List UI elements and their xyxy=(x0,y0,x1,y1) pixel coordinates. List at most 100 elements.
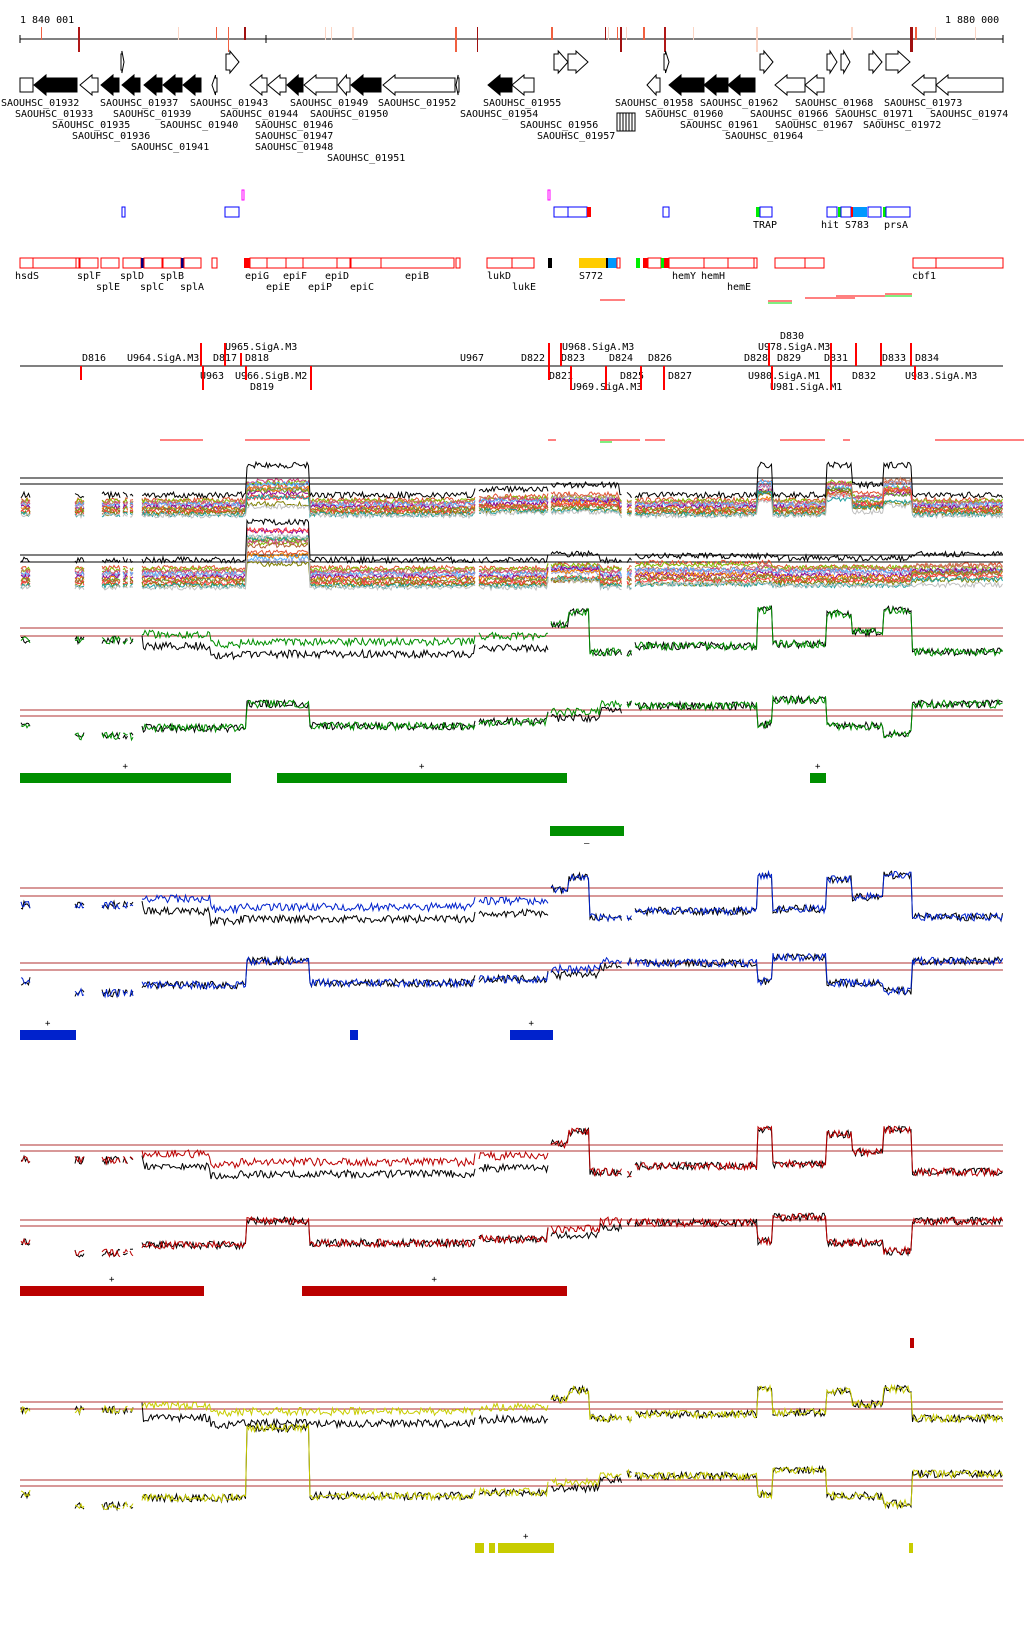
lower-feature-box[interactable] xyxy=(122,257,142,269)
gene-arrow-forward[interactable] xyxy=(759,49,774,75)
regulatory-label[interactable]: D816 xyxy=(82,353,106,364)
regulatory-label[interactable]: U981.SigA.M1 xyxy=(770,382,842,393)
regulatory-label[interactable]: U968.SigA.M3 xyxy=(562,342,634,353)
gene-label[interactable]: SAOUHSC_01958 xyxy=(615,98,693,109)
gene-label[interactable]: SAOUHSC_01943 xyxy=(190,98,268,109)
gene-arrow[interactable] xyxy=(267,73,287,97)
lower-feature-box[interactable] xyxy=(79,257,99,269)
lower-feature-box[interactable] xyxy=(100,257,120,269)
regulatory-label[interactable]: D827 xyxy=(668,371,692,382)
upper-feature-box[interactable] xyxy=(587,207,591,217)
upper-feature-box[interactable] xyxy=(121,206,126,218)
upper-feature-box[interactable] xyxy=(759,206,773,218)
regulatory-label[interactable]: U967 xyxy=(460,353,484,364)
gene-arrow[interactable] xyxy=(19,77,34,93)
gene-label[interactable]: SAOUHSC_01936 xyxy=(72,131,150,142)
upper-feature-box[interactable] xyxy=(853,207,867,217)
upper-feature-box[interactable] xyxy=(885,206,911,218)
gene-label[interactable]: SAOUHSC_01944 xyxy=(220,109,298,120)
gene-arrow[interactable] xyxy=(337,73,351,97)
blue-segment-bar[interactable] xyxy=(510,1030,553,1040)
gene-label[interactable]: SAOUHSC_01932 xyxy=(1,98,79,109)
gene-arrow-forward[interactable] xyxy=(840,49,851,75)
gene-arrow[interactable] xyxy=(911,73,937,97)
gene-arrow[interactable] xyxy=(935,73,1004,97)
gene-arrow[interactable] xyxy=(511,73,535,97)
green-segment-bar[interactable] xyxy=(277,773,567,783)
gene-arrow-forward[interactable] xyxy=(553,49,569,75)
lower-feature-box[interactable] xyxy=(804,257,825,269)
green-segment-bar[interactable] xyxy=(20,773,231,783)
lower-feature-box[interactable] xyxy=(643,258,648,268)
gene-arrow-forward[interactable] xyxy=(826,49,838,75)
blue-segment-bar[interactable] xyxy=(20,1030,76,1040)
lower-feature-box[interactable] xyxy=(266,257,287,269)
gene-label[interactable]: SAOUHSC_01940 xyxy=(160,120,238,131)
regulatory-label[interactable]: D828 xyxy=(744,353,768,364)
lower-feature-box[interactable] xyxy=(664,258,669,268)
lower-feature-box[interactable] xyxy=(548,258,552,268)
gene-arrow[interactable] xyxy=(487,73,513,97)
lower-feature-box[interactable] xyxy=(579,258,606,268)
gene-label[interactable]: SAOUHSC_01956 xyxy=(520,120,598,131)
gene-label[interactable]: SAOUHSC_01955 xyxy=(483,98,561,109)
gene-arrow[interactable] xyxy=(121,73,141,97)
gene-label[interactable]: SAOUHSC_01939 xyxy=(113,109,191,120)
gene-label[interactable]: SAOUHSC_01966 xyxy=(750,109,828,120)
upper-feature-box[interactable] xyxy=(838,207,841,217)
lower-feature-box[interactable] xyxy=(935,257,1004,269)
gene-arrow[interactable] xyxy=(79,73,99,97)
gene-label[interactable]: SAOUHSC_01954 xyxy=(460,109,538,120)
lower-feature-box[interactable] xyxy=(143,257,163,269)
upper-feature-box[interactable] xyxy=(567,206,588,218)
lower-feature-box[interactable] xyxy=(302,257,338,269)
regulatory-label[interactable]: D822 xyxy=(521,353,545,364)
upper-feature-box[interactable] xyxy=(883,207,886,217)
gene-label[interactable]: SAOUHSC_01964 xyxy=(725,131,803,142)
gene-label[interactable]: SAOUHSC_01941 xyxy=(131,142,209,153)
lower-feature-box[interactable] xyxy=(244,258,250,268)
lower-feature-box[interactable] xyxy=(380,257,455,269)
lower-feature-box[interactable] xyxy=(183,257,202,269)
lower-feature-box[interactable] xyxy=(636,258,640,268)
gene-arrow-forward[interactable] xyxy=(663,50,670,74)
upper-feature-box[interactable] xyxy=(553,206,569,218)
lower-feature-box[interactable] xyxy=(486,257,513,269)
regulatory-label[interactable]: D825 xyxy=(620,371,644,382)
gene-arrow[interactable] xyxy=(668,73,705,97)
lower-feature-box[interactable] xyxy=(774,257,806,269)
gene-arrow[interactable] xyxy=(804,73,825,97)
lower-feature-box[interactable] xyxy=(285,257,304,269)
gene-label[interactable]: SAOUHSC_01971 xyxy=(835,109,913,120)
red-segment-bar-lower[interactable] xyxy=(910,1338,914,1348)
gene-label[interactable]: SAOUHSC_01947 xyxy=(255,131,333,142)
yellow-segment-bar[interactable] xyxy=(498,1543,554,1553)
gene-arrow[interactable] xyxy=(162,73,183,97)
gene-arrow[interactable] xyxy=(350,73,382,97)
lower-feature-box[interactable] xyxy=(249,257,268,269)
lower-feature-box[interactable] xyxy=(211,257,218,269)
gene-arrow[interactable] xyxy=(774,73,806,97)
gene-label[interactable]: SAOUHSC_01948 xyxy=(255,142,333,153)
lower-feature-box[interactable] xyxy=(647,257,662,269)
lower-feature-box[interactable] xyxy=(75,257,80,269)
regulatory-label[interactable]: U965.SigA.M3 xyxy=(225,342,297,353)
gene-label[interactable]: SAOUHSC_01967 xyxy=(775,120,853,131)
lower-feature-box[interactable] xyxy=(32,257,77,269)
gene-label[interactable]: SAOUHSC_01935 xyxy=(52,120,130,131)
gene-arrow[interactable] xyxy=(182,73,202,97)
gene-arrow[interactable] xyxy=(33,73,78,97)
lower-feature-box[interactable] xyxy=(608,258,617,268)
gene-arrow-forward[interactable] xyxy=(567,49,589,75)
gene-label[interactable]: SAOUHSC_01946 xyxy=(255,120,333,131)
upper-feature-box[interactable] xyxy=(224,206,240,218)
gene-arrow[interactable] xyxy=(249,73,268,97)
yellow-segment-bar[interactable] xyxy=(489,1543,495,1553)
lower-feature-box[interactable] xyxy=(19,257,34,269)
gene-label[interactable]: SAOUHSC_01960 xyxy=(645,109,723,120)
gene-label[interactable]: SAOUHSC_01968 xyxy=(795,98,873,109)
green-segment-bar-lower[interactable] xyxy=(550,826,624,836)
regulatory-label[interactable]: D824 xyxy=(609,353,633,364)
lower-feature-box[interactable] xyxy=(162,257,182,269)
regulatory-label[interactable]: D834 xyxy=(915,353,939,364)
